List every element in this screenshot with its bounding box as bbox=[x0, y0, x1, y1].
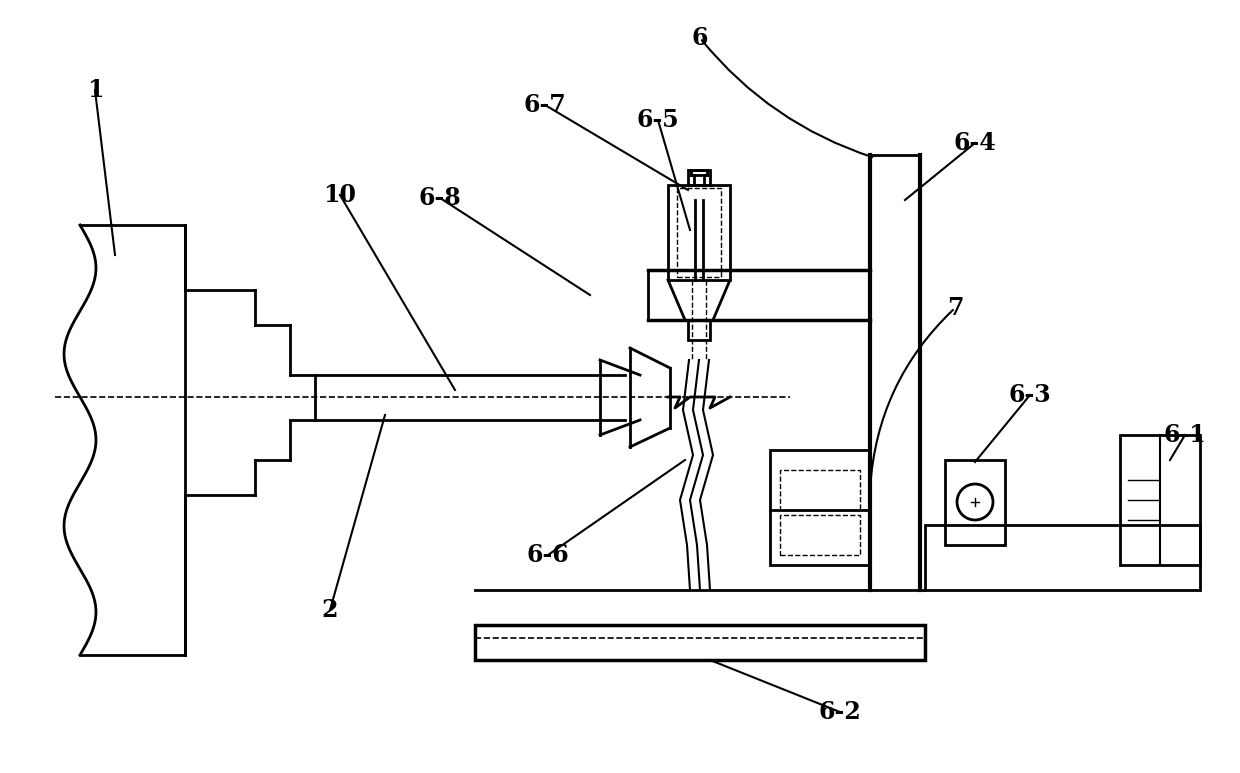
Text: 6-6: 6-6 bbox=[527, 543, 569, 567]
Bar bbox=[688, 170, 711, 185]
Text: 1: 1 bbox=[87, 78, 103, 102]
Text: 10: 10 bbox=[324, 183, 357, 207]
Text: 6: 6 bbox=[692, 26, 708, 50]
Text: 6-4: 6-4 bbox=[954, 131, 997, 155]
Bar bbox=[925, 525, 1200, 590]
Text: 6-2: 6-2 bbox=[818, 700, 862, 724]
Bar bbox=[780, 515, 861, 555]
Text: 6-1: 6-1 bbox=[1163, 423, 1207, 447]
Bar bbox=[475, 625, 925, 660]
Text: 6-3: 6-3 bbox=[1008, 383, 1052, 407]
Bar bbox=[668, 185, 730, 280]
Text: 2: 2 bbox=[321, 598, 339, 622]
Bar bbox=[770, 450, 870, 565]
Bar bbox=[688, 320, 711, 340]
Bar bbox=[677, 188, 720, 277]
Bar bbox=[780, 470, 861, 510]
Text: 6-5: 6-5 bbox=[636, 108, 680, 132]
Bar bbox=[1120, 435, 1200, 565]
Text: 6-8: 6-8 bbox=[419, 186, 461, 210]
Text: 6-7: 6-7 bbox=[523, 93, 567, 117]
Text: 7: 7 bbox=[947, 296, 963, 320]
Bar bbox=[945, 460, 1004, 545]
